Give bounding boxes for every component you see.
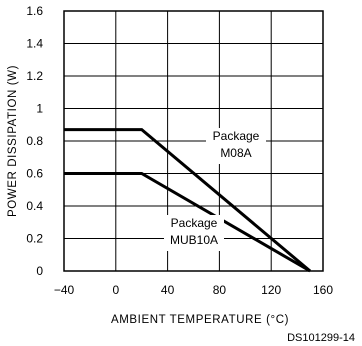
y-tick-label: 1.2 bbox=[26, 69, 43, 83]
annotation-package-mub10a: Package MUB10A bbox=[164, 215, 224, 251]
annotation-line: Package bbox=[213, 129, 260, 143]
x-tick-label: 120 bbox=[261, 283, 281, 297]
x-tick-label: 40 bbox=[161, 283, 175, 297]
annotation-line: M08A bbox=[220, 146, 251, 160]
x-tick-label: −40 bbox=[54, 283, 75, 297]
annotation-background bbox=[206, 128, 266, 164]
annotation-line: Package bbox=[171, 216, 218, 230]
y-axis-label: POWER DISSIPATION (W) bbox=[7, 65, 19, 217]
y-tick-label: 0 bbox=[36, 264, 43, 278]
annotation-line: MUB10A bbox=[170, 233, 218, 247]
x-tick-label: 160 bbox=[313, 283, 333, 297]
series-line-package-m08a bbox=[64, 128, 312, 273]
figure-id: DS101299-14 bbox=[287, 332, 355, 344]
annotation-background bbox=[164, 215, 224, 251]
y-tick-label: 0.4 bbox=[26, 199, 43, 213]
y-tick-label: 0.6 bbox=[26, 167, 43, 181]
plot-frame bbox=[63, 10, 324, 272]
series-lines bbox=[64, 128, 312, 273]
x-axis-label: AMBIENT TEMPERATURE (°C) bbox=[111, 314, 289, 326]
annotation-package-m08a: Package M08A bbox=[206, 128, 266, 164]
y-tick-label: 0.8 bbox=[26, 134, 43, 148]
y-tick-label: 1.4 bbox=[26, 37, 43, 51]
series-line-package-mub10a bbox=[64, 172, 311, 273]
y-tick-label: 0.2 bbox=[26, 232, 43, 246]
y-tick-label: 1.6 bbox=[26, 4, 43, 18]
y-tick-labels: 0 0.2 0.4 0.6 0.8 1 1.2 1.4 1.6 bbox=[26, 4, 43, 278]
y-tick-label: 1 bbox=[36, 102, 43, 116]
x-tick-label: 80 bbox=[213, 283, 227, 297]
x-tick-labels: −40 0 40 80 120 160 bbox=[54, 283, 334, 297]
x-tick-label: 0 bbox=[112, 283, 119, 297]
